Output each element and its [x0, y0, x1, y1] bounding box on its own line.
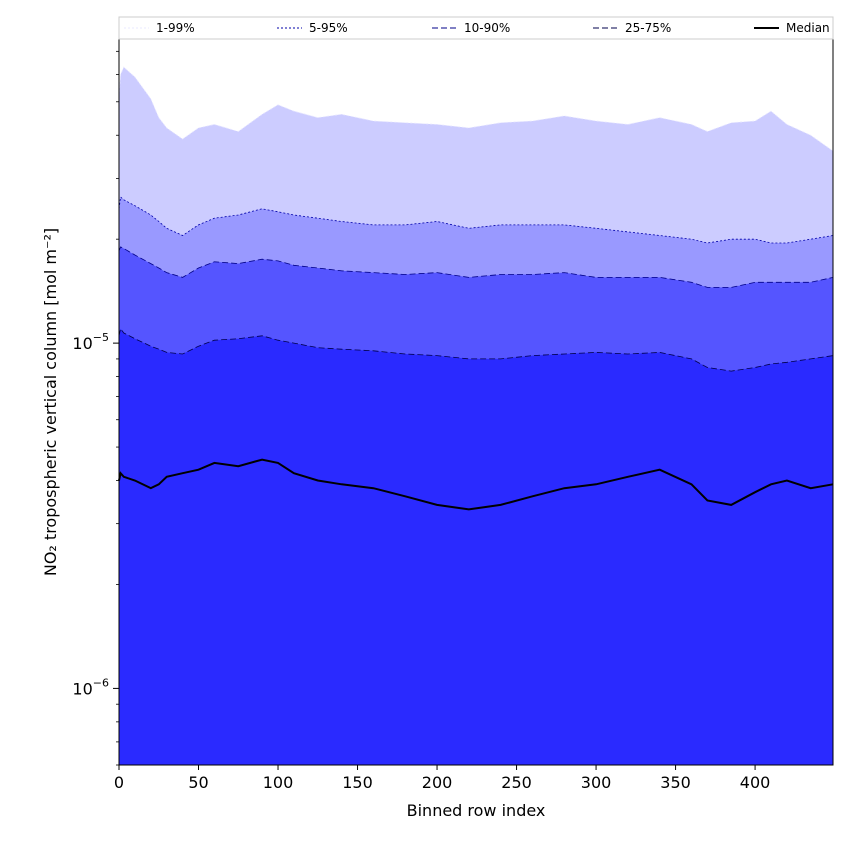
x-tick-label: 300	[581, 773, 612, 792]
x-axis: 0 50 100 150 200 250 300 350 400	[114, 765, 770, 792]
legend-label: 1-99%	[156, 21, 195, 35]
median-line	[118, 458, 834, 511]
x-tick-label: 200	[422, 773, 453, 792]
band-25-75-upper-line	[118, 327, 834, 372]
x-tick-label: 400	[740, 773, 771, 792]
x-tick-label: 50	[188, 773, 208, 792]
band-10-90-upper-line	[118, 246, 834, 288]
x-tick-label: 250	[501, 773, 532, 792]
y-tick-exponent: −6	[93, 676, 109, 689]
legend: 1-99% 5-95% 10-90% 25-75% Median	[118, 16, 834, 40]
x-tick-label: 100	[263, 773, 294, 792]
y-tick-base: 10	[72, 679, 92, 698]
band-25-75-fill	[119, 328, 833, 765]
y-tick-label: 10−6	[72, 676, 109, 698]
y-axis-label: NO₂ tropospheric vertical column [mol m⁻…	[41, 228, 60, 576]
legend-label: 10-90%	[464, 21, 510, 35]
x-axis-label: Binned row index	[407, 801, 546, 820]
y-axis: 10−510−6	[72, 50, 119, 766]
y-tick-exponent: −5	[93, 331, 109, 344]
x-tick-label: 350	[660, 773, 691, 792]
x-tick-label: 0	[114, 773, 124, 792]
legend-label: Median	[786, 21, 830, 35]
legend-label: 25-75%	[625, 21, 671, 35]
x-tick-label: 150	[342, 773, 373, 792]
y-tick-label: 10−5	[72, 331, 109, 353]
legend-label: 5-95%	[309, 21, 348, 35]
legend-box	[118, 16, 834, 40]
plot-area	[118, 66, 834, 766]
y-tick-base: 10	[72, 334, 92, 353]
